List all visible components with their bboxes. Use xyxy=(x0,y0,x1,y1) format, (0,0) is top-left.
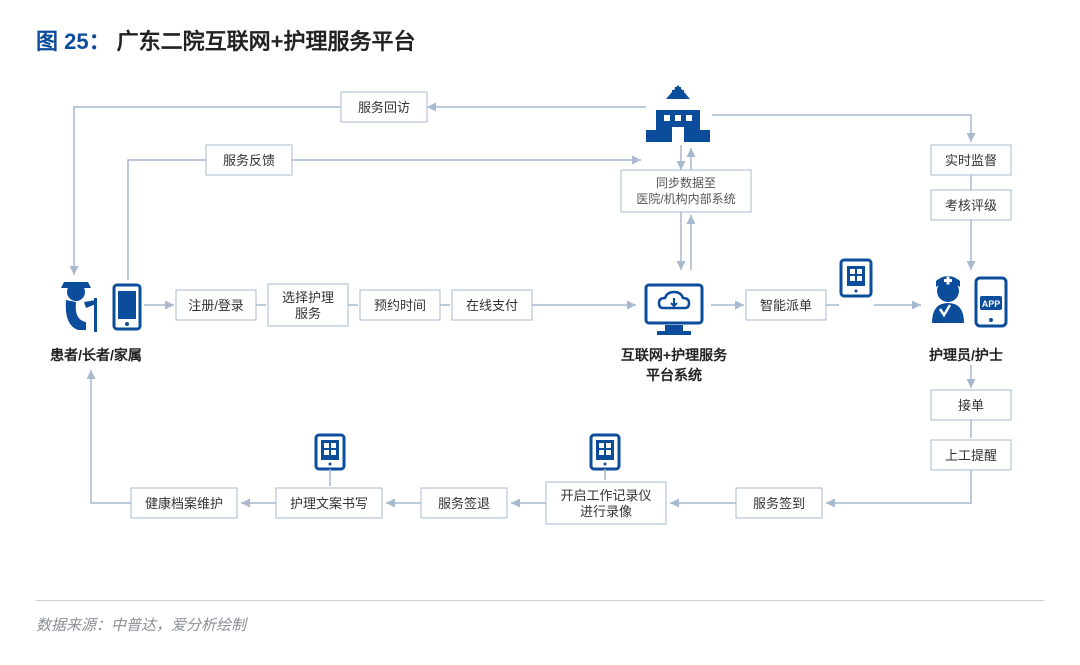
divider xyxy=(36,600,1044,601)
box-reminder: 上工提醒 xyxy=(931,440,1011,470)
svg-text:同步数据至: 同步数据至 xyxy=(656,175,716,190)
svg-text:在线支付: 在线支付 xyxy=(466,298,518,313)
svg-text:服务回访: 服务回访 xyxy=(358,100,410,115)
svg-text:实时监督: 实时监督 xyxy=(945,153,997,168)
box-evaluate: 考核评级 xyxy=(931,190,1011,220)
hospital-icon xyxy=(646,85,710,142)
svg-text:APP: APP xyxy=(982,299,1001,309)
svg-text:智能派单: 智能派单 xyxy=(760,298,812,313)
box-accept: 接单 xyxy=(931,390,1011,420)
svg-text:服务反馈: 服务反馈 xyxy=(223,153,275,168)
box-realtime: 实时监督 xyxy=(931,145,1011,175)
svg-text:服务: 服务 xyxy=(295,306,321,321)
svg-text:开启工作记录仪: 开启工作记录仪 xyxy=(560,488,651,503)
platform-label-2: 平台系统 xyxy=(646,367,702,383)
tablet-icon-1 xyxy=(841,260,871,296)
platform-icon xyxy=(646,285,702,335)
tablet-icon-2 xyxy=(316,435,344,469)
figure-number: 图 25： xyxy=(36,24,111,56)
flowchart: 患者/长者/家属 互联网+护理服务 平台系统 xyxy=(36,70,1044,580)
box-pay: 在线支付 xyxy=(452,290,532,320)
svg-text:注册/登录: 注册/登录 xyxy=(188,298,244,313)
box-service-revisit: 服务回访 xyxy=(341,92,427,122)
svg-text:进行录像: 进行录像 xyxy=(580,504,632,519)
tablet-icon-3 xyxy=(591,435,619,469)
svg-text:预约时间: 预约时间 xyxy=(374,298,426,313)
box-select: 选择护理 服务 xyxy=(268,284,348,326)
svg-text:护理文案书写: 护理文案书写 xyxy=(290,496,368,511)
box-dispatch: 智能派单 xyxy=(746,290,826,320)
source-text: 数据来源：中普达，爱分析绘制 xyxy=(36,614,246,635)
svg-text:上工提醒: 上工提醒 xyxy=(945,448,997,463)
phone-icon xyxy=(114,285,140,329)
box-checkin: 服务签到 xyxy=(736,488,822,518)
box-appoint: 预约时间 xyxy=(360,290,440,320)
svg-text:医院/机构内部系统: 医院/机构内部系统 xyxy=(636,191,735,206)
box-nursing-doc: 护理文案书写 xyxy=(276,488,382,518)
svg-text:接单: 接单 xyxy=(958,398,984,413)
svg-text:服务签到: 服务签到 xyxy=(753,496,805,511)
svg-text:选择护理: 选择护理 xyxy=(282,290,334,305)
nurse-label: 护理员/护士 xyxy=(929,347,1003,363)
box-health-file: 健康档案维护 xyxy=(131,488,237,518)
patient-icon xyxy=(61,282,97,332)
box-checkout: 服务签退 xyxy=(421,488,507,518)
box-recorder: 开启工作记录仪 进行录像 xyxy=(546,482,666,524)
box-register: 注册/登录 xyxy=(176,290,256,320)
svg-text:考核评级: 考核评级 xyxy=(945,198,997,213)
app-phone-icon: APP xyxy=(976,278,1006,326)
box-sync: 同步数据至 医院/机构内部系统 xyxy=(621,170,751,212)
svg-text:服务签退: 服务签退 xyxy=(438,496,490,511)
figure-title: 图 25： 广东二院互联网+护理服务平台 xyxy=(36,24,415,56)
patient-label: 患者/长者/家属 xyxy=(50,347,142,363)
nurse-icon xyxy=(932,276,964,323)
box-service-feedback: 服务反馈 xyxy=(206,145,292,175)
platform-label-1: 互联网+护理服务 xyxy=(621,347,728,363)
svg-text:健康档案维护: 健康档案维护 xyxy=(145,496,223,511)
figure-title-text: 广东二院互联网+护理服务平台 xyxy=(117,24,416,56)
